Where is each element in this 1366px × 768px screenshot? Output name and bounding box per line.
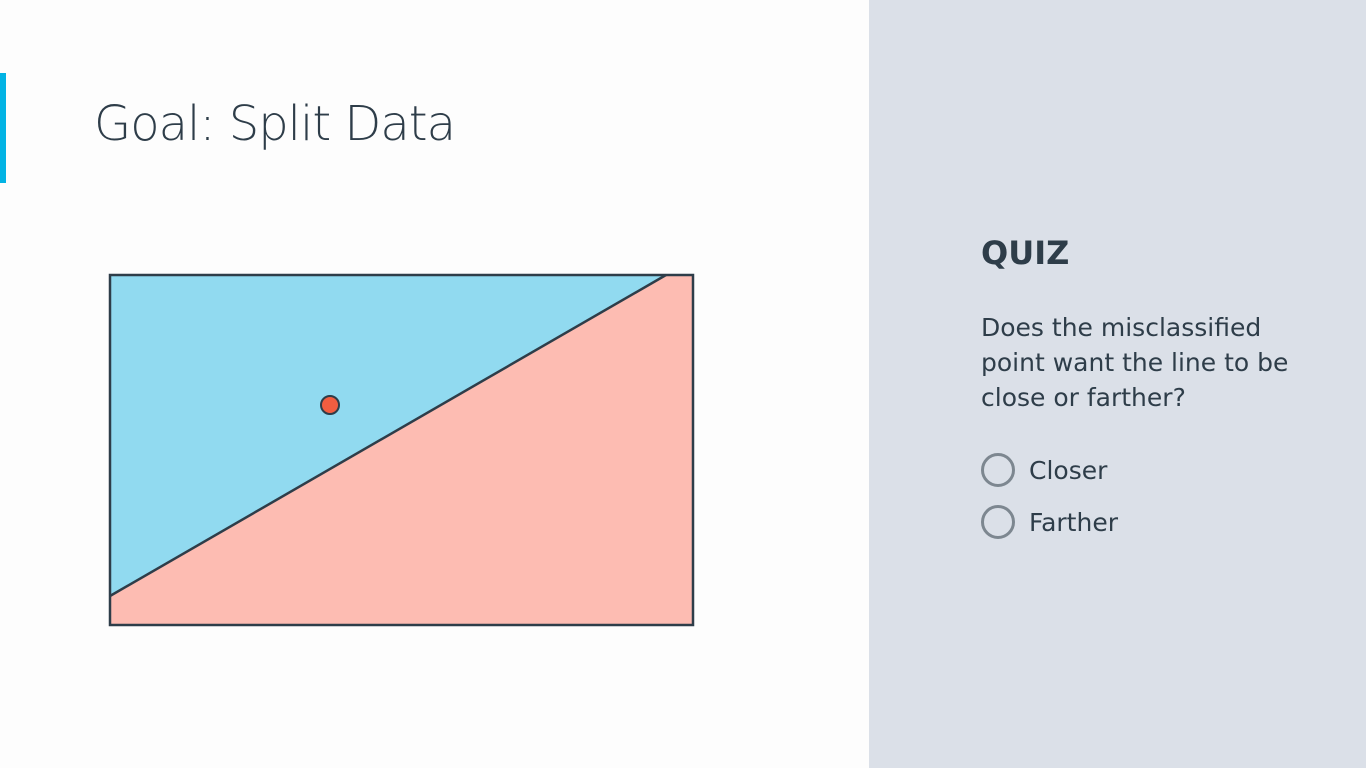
quiz-panel: QUIZ Does the misclassified point want t… <box>869 0 1366 768</box>
quiz-options: Closer Farther <box>981 452 1118 556</box>
option-label: Closer <box>1029 455 1108 485</box>
option-closer[interactable]: Closer <box>981 452 1118 488</box>
accent-bar <box>0 73 6 183</box>
slide-title: Goal: Split Data <box>94 96 456 152</box>
option-farther[interactable]: Farther <box>981 504 1118 540</box>
misclassified-point <box>320 395 340 415</box>
radio-button-icon[interactable] <box>981 453 1015 487</box>
quiz-heading: QUIZ <box>981 234 1070 272</box>
radio-button-icon[interactable] <box>981 505 1015 539</box>
boundary-line <box>109 273 667 598</box>
option-label: Farther <box>1029 507 1118 537</box>
diagram-frame <box>108 273 695 627</box>
quiz-question: Does the misclassified point want the li… <box>981 313 1289 412</box>
classification-diagram <box>108 273 695 627</box>
